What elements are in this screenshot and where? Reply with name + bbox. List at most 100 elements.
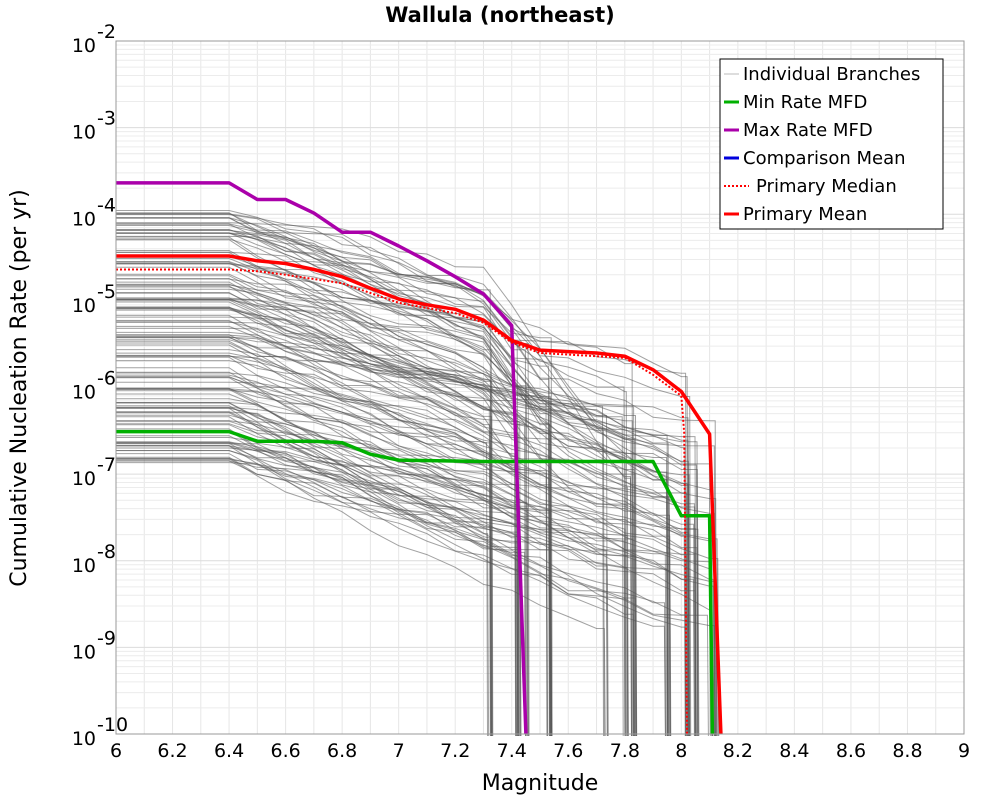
branch-line xyxy=(116,445,697,737)
y-tick-exponent: -3 xyxy=(97,108,116,130)
branch-line xyxy=(116,283,637,737)
legend-label: Max Rate MFD xyxy=(743,120,873,141)
y-tick-exponent: -7 xyxy=(97,454,116,476)
branch-line xyxy=(116,321,716,737)
series-line-max-rate-mfd xyxy=(116,181,528,735)
branch-line xyxy=(116,360,635,737)
branch-line xyxy=(116,389,719,737)
branch-line xyxy=(116,342,637,737)
x-tick-label: 7.6 xyxy=(553,740,583,762)
branch-line xyxy=(116,214,699,737)
legend-box xyxy=(719,58,944,230)
y-tick-exponent: -8 xyxy=(97,541,116,563)
branch-line xyxy=(116,316,637,737)
y-tick-exponent: -9 xyxy=(97,627,116,649)
x-axis-title: Magnitude xyxy=(482,771,599,796)
x-tick-label: 6 xyxy=(110,740,122,762)
branch-line xyxy=(116,288,491,737)
branch-line xyxy=(116,306,520,737)
legend-label: Individual Branches xyxy=(743,64,920,85)
branch-line xyxy=(116,284,627,737)
branch-line xyxy=(116,308,520,737)
y-tick-label: 10 xyxy=(72,122,96,144)
branch-line xyxy=(116,411,720,737)
branch-line xyxy=(116,428,517,737)
branch-line xyxy=(116,213,492,737)
branch-line xyxy=(116,339,492,737)
y-tick-exponent: -10 xyxy=(97,714,128,736)
branch-line xyxy=(116,331,519,737)
branch-line xyxy=(116,376,713,737)
legend-label: Primary Median xyxy=(756,176,897,197)
branch-line xyxy=(116,442,635,737)
branch-line xyxy=(116,258,711,737)
legend-label: Min Rate MFD xyxy=(743,92,867,113)
y-tick-label: 10 xyxy=(72,208,96,230)
branch-line xyxy=(116,298,604,737)
x-tick-label: 6.2 xyxy=(157,740,187,762)
x-tick-label: 8 xyxy=(675,740,687,762)
x-tick-label: 6.8 xyxy=(327,740,357,762)
branch-line xyxy=(116,229,553,737)
y-axis-title: Cumulative Nucleation Rate (per yr) xyxy=(7,189,32,587)
series-line-min-rate-mfd xyxy=(116,429,715,735)
branch-line xyxy=(116,292,669,737)
chart-title: Wallula (northeast) xyxy=(385,3,614,27)
branch-line xyxy=(116,412,608,737)
x-tick-label: 8.6 xyxy=(836,740,866,762)
branch-line xyxy=(116,416,715,737)
branch-line xyxy=(116,435,635,737)
y-tick-label: 10 xyxy=(72,382,96,404)
branch-line xyxy=(116,372,629,737)
branch-line xyxy=(116,367,519,737)
branch-line xyxy=(116,261,494,737)
x-tick-label: 9 xyxy=(958,740,970,762)
y-tick-label: 10 xyxy=(72,468,96,490)
branch-line xyxy=(116,462,687,737)
branch-line xyxy=(116,325,526,737)
branch-line xyxy=(116,273,528,737)
branch-line xyxy=(116,210,632,737)
branch-line xyxy=(116,217,552,737)
individual-branches xyxy=(116,210,720,737)
y-tick-label: 10 xyxy=(72,641,96,663)
branch-line xyxy=(116,235,519,737)
y-tick-label: 10 xyxy=(72,728,96,750)
branch-line xyxy=(116,212,628,737)
series-lines xyxy=(116,181,723,735)
branch-line xyxy=(116,232,717,737)
x-tick-label: 6.4 xyxy=(214,740,244,762)
y-tick-exponent: -4 xyxy=(97,194,116,216)
x-tick-label: 8.8 xyxy=(892,740,922,762)
legend-label: Primary Mean xyxy=(743,204,867,225)
y-tick-exponent: -5 xyxy=(97,281,116,303)
legend: Individual Branches Min Rate MFD Max Rate … xyxy=(719,58,944,230)
branch-line xyxy=(116,424,629,737)
x-tick-label: 8.2 xyxy=(723,740,753,762)
branch-line xyxy=(116,456,606,737)
x-tick-label: 7 xyxy=(393,740,405,762)
y-tick-label: 10 xyxy=(72,35,96,57)
branch-line xyxy=(116,281,697,737)
branch-line xyxy=(116,447,629,737)
branch-line xyxy=(116,309,493,737)
x-tick-label: 8.4 xyxy=(779,740,809,762)
branch-line xyxy=(116,251,626,737)
legend-label: Comparison Mean xyxy=(743,148,906,169)
branch-line xyxy=(116,225,634,737)
x-tick-label: 7.8 xyxy=(610,740,640,762)
branch-line xyxy=(116,263,687,737)
x-tick-label: 7.2 xyxy=(440,740,470,762)
x-tick-label: 6.6 xyxy=(270,740,300,762)
branch-line xyxy=(116,371,519,737)
branch-line xyxy=(116,453,709,737)
branch-line xyxy=(116,321,522,737)
series-line-primary-mean xyxy=(116,254,723,735)
branch-line xyxy=(116,420,672,737)
branch-line xyxy=(116,223,527,737)
branch-line xyxy=(116,420,626,737)
branch-line xyxy=(116,437,609,737)
x-tick-label: 7.4 xyxy=(497,740,527,762)
y-tick-label: 10 xyxy=(72,555,96,577)
